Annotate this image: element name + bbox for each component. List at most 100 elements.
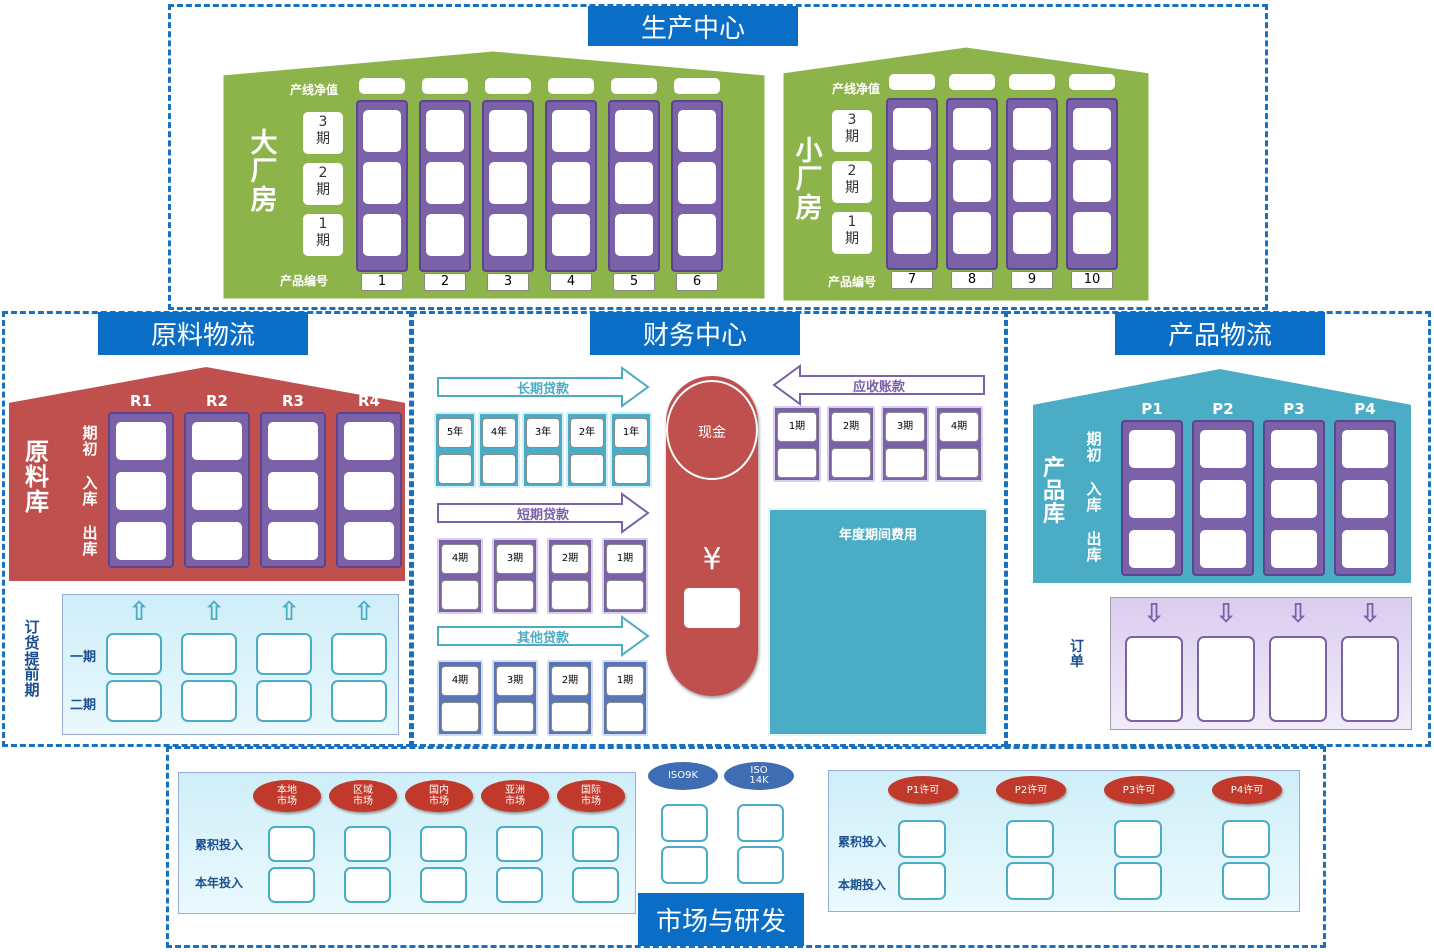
market-investment-slot[interactable] xyxy=(268,867,315,903)
iso-slot[interactable] xyxy=(737,804,784,842)
order-slot[interactable] xyxy=(181,633,237,675)
store-slot[interactable] xyxy=(116,522,166,560)
net-value-box[interactable] xyxy=(1009,74,1055,90)
line-slot[interactable] xyxy=(552,162,590,204)
loan-amount[interactable] xyxy=(606,702,644,732)
line-slot[interactable] xyxy=(489,162,527,204)
store-slot[interactable] xyxy=(1342,480,1388,518)
store-slot[interactable] xyxy=(268,472,318,510)
line-slot[interactable] xyxy=(363,214,401,256)
permit-slot[interactable] xyxy=(1222,820,1270,858)
order-slot[interactable] xyxy=(256,633,312,675)
market-investment-slot[interactable] xyxy=(572,826,619,862)
line-slot[interactable] xyxy=(615,110,653,152)
line-slot[interactable] xyxy=(893,212,931,254)
net-value-box[interactable] xyxy=(422,78,468,94)
loan-amount[interactable] xyxy=(777,448,817,478)
permit-slot[interactable] xyxy=(1114,820,1162,858)
order-slot[interactable] xyxy=(256,680,312,722)
order-slot[interactable] xyxy=(1341,636,1399,722)
loan-amount[interactable] xyxy=(939,448,979,478)
line-slot[interactable] xyxy=(1013,212,1051,254)
order-slot[interactable] xyxy=(106,680,162,722)
loan-amount[interactable] xyxy=(526,454,560,484)
permit-slot[interactable] xyxy=(1006,862,1054,900)
net-value-box[interactable] xyxy=(611,78,657,94)
store-slot[interactable] xyxy=(344,422,394,460)
line-slot[interactable] xyxy=(615,162,653,204)
order-slot[interactable] xyxy=(331,633,387,675)
iso-slot[interactable] xyxy=(661,846,708,884)
store-slot[interactable] xyxy=(344,522,394,560)
store-slot[interactable] xyxy=(1271,530,1317,568)
loan-amount[interactable] xyxy=(885,448,925,478)
loan-amount[interactable] xyxy=(496,580,534,610)
line-slot[interactable] xyxy=(552,214,590,256)
line-slot[interactable] xyxy=(426,110,464,152)
net-value-box[interactable] xyxy=(949,74,995,90)
store-slot[interactable] xyxy=(268,422,318,460)
line-slot[interactable] xyxy=(615,214,653,256)
order-slot[interactable] xyxy=(1125,636,1183,722)
net-value-box[interactable] xyxy=(674,78,720,94)
store-slot[interactable] xyxy=(268,522,318,560)
market-investment-slot[interactable] xyxy=(420,826,467,862)
loan-amount[interactable] xyxy=(831,448,871,478)
net-value-box[interactable] xyxy=(548,78,594,94)
market-investment-slot[interactable] xyxy=(496,867,543,903)
store-slot[interactable] xyxy=(1200,430,1246,468)
store-slot[interactable] xyxy=(1271,430,1317,468)
market-investment-slot[interactable] xyxy=(268,826,315,862)
order-slot[interactable] xyxy=(181,680,237,722)
store-slot[interactable] xyxy=(116,422,166,460)
store-slot[interactable] xyxy=(192,522,242,560)
line-slot[interactable] xyxy=(893,160,931,202)
permit-slot[interactable] xyxy=(1114,862,1162,900)
line-slot[interactable] xyxy=(489,110,527,152)
line-slot[interactable] xyxy=(953,160,991,202)
store-slot[interactable] xyxy=(1129,480,1175,518)
store-slot[interactable] xyxy=(1129,530,1175,568)
permit-slot[interactable] xyxy=(1006,820,1054,858)
loan-amount[interactable] xyxy=(441,702,479,732)
line-slot[interactable] xyxy=(552,110,590,152)
store-slot[interactable] xyxy=(192,422,242,460)
loan-amount[interactable] xyxy=(496,702,534,732)
permit-slot[interactable] xyxy=(898,820,946,858)
loan-amount[interactable] xyxy=(441,580,479,610)
line-slot[interactable] xyxy=(426,214,464,256)
line-slot[interactable] xyxy=(1013,160,1051,202)
order-slot[interactable] xyxy=(1269,636,1327,722)
loan-amount[interactable] xyxy=(482,454,516,484)
loan-amount[interactable] xyxy=(551,580,589,610)
store-slot[interactable] xyxy=(116,472,166,510)
line-slot[interactable] xyxy=(678,162,716,204)
order-slot[interactable] xyxy=(331,680,387,722)
store-slot[interactable] xyxy=(1200,480,1246,518)
net-value-box[interactable] xyxy=(889,74,935,90)
line-slot[interactable] xyxy=(426,162,464,204)
permit-slot[interactable] xyxy=(898,862,946,900)
market-investment-slot[interactable] xyxy=(496,826,543,862)
line-slot[interactable] xyxy=(678,214,716,256)
permit-slot[interactable] xyxy=(1222,862,1270,900)
loan-amount[interactable] xyxy=(438,454,472,484)
net-value-box[interactable] xyxy=(485,78,531,94)
loan-amount[interactable] xyxy=(606,580,644,610)
market-investment-slot[interactable] xyxy=(344,867,391,903)
store-slot[interactable] xyxy=(344,472,394,510)
store-slot[interactable] xyxy=(1271,480,1317,518)
loan-amount[interactable] xyxy=(551,702,589,732)
line-slot[interactable] xyxy=(1013,108,1051,150)
store-slot[interactable] xyxy=(1342,430,1388,468)
line-slot[interactable] xyxy=(953,108,991,150)
line-slot[interactable] xyxy=(489,214,527,256)
line-slot[interactable] xyxy=(1073,160,1111,202)
line-slot[interactable] xyxy=(893,108,931,150)
loan-amount[interactable] xyxy=(614,454,648,484)
line-slot[interactable] xyxy=(1073,212,1111,254)
market-investment-slot[interactable] xyxy=(572,867,619,903)
store-slot[interactable] xyxy=(1200,530,1246,568)
loan-amount[interactable] xyxy=(570,454,604,484)
line-slot[interactable] xyxy=(363,162,401,204)
